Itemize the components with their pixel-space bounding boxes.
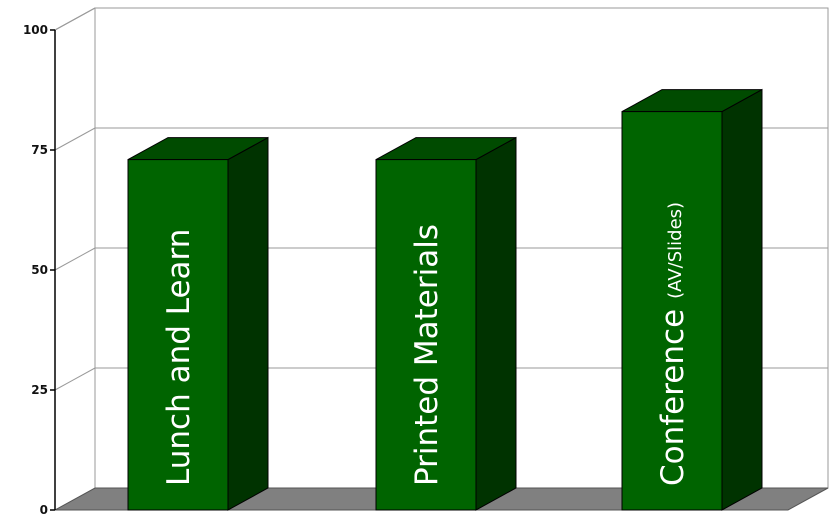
bar-1: Lunch and Learn xyxy=(127,136,269,511)
bar-front-face xyxy=(621,111,723,511)
bar-3: Conference (AV/Slides) xyxy=(621,88,763,511)
y-tick-label-50: 50 xyxy=(31,263,48,277)
bar-label-1: Lunch and Learn xyxy=(161,229,197,486)
gridline-diag-50 xyxy=(54,247,96,271)
gridline-diag-75 xyxy=(54,127,96,151)
bar-side-face xyxy=(475,136,517,511)
bar-label-main-text: Conference xyxy=(655,309,691,486)
y-tick-label-100: 100 xyxy=(23,23,48,37)
y-tick-label-25: 25 xyxy=(31,383,48,397)
bar-side-face xyxy=(227,136,269,511)
bars: Lunch and Learn Printed Materials Conferen… xyxy=(127,88,763,511)
bar-front-face xyxy=(375,159,477,511)
y-tick-label-75: 75 xyxy=(31,143,48,157)
gridline-diag-25 xyxy=(54,367,96,391)
gridline-diag-100 xyxy=(54,7,96,31)
bar-label-main-text: Printed Materials xyxy=(409,224,445,486)
bar-label-sub-text: (AV/Slides) xyxy=(665,202,686,299)
y-axis: 0 25 50 75 100 xyxy=(23,23,56,517)
y-tick-label-0: 0 xyxy=(40,503,48,517)
bar-front-face xyxy=(127,159,229,511)
bar-side-face xyxy=(721,88,763,511)
bar-label-2: Printed Materials xyxy=(409,224,445,486)
bar-label-3: Conference (AV/Slides) xyxy=(655,202,691,486)
bar-2: Printed Materials xyxy=(375,136,517,511)
bar-label-main-text: Lunch and Learn xyxy=(161,229,197,486)
